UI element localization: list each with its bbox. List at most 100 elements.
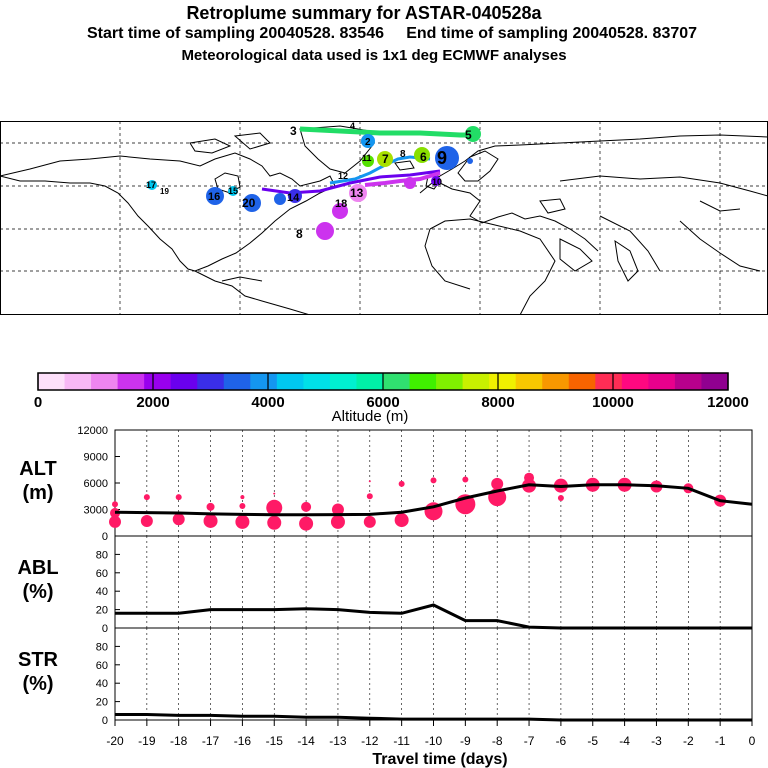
colorbar-label: Altitude (m) [332, 408, 409, 425]
y-tick-label: 9000 [84, 452, 108, 464]
colorbar-swatch [303, 373, 331, 390]
colorbar-swatch [674, 373, 702, 390]
plume-label: 6 [420, 150, 427, 164]
y-tick-label: 3000 [84, 505, 108, 517]
x-tick-label: -17 [202, 734, 220, 748]
plume-label: 12 [338, 171, 348, 181]
page-title: Retroplume summary for ASTAR-040528a [186, 3, 542, 23]
alt-scatter-point [172, 513, 185, 526]
x-tick-label: -13 [329, 734, 347, 748]
colorbar-swatch [595, 373, 623, 390]
alt-scatter-point [267, 515, 282, 530]
alt-series-line [114, 483, 753, 517]
alt-scatter-point [109, 515, 121, 528]
plume-label: 11 [362, 153, 372, 163]
plume-label: 14 [287, 192, 300, 204]
colorbar-swatch [701, 373, 729, 390]
plume-markers [147, 126, 481, 240]
x-tick-label: -6 [556, 734, 567, 748]
x-axis: -20 -19 -18 -17 -16 -15 -14 -13 -12 -11 -10 -9 -8 -7-… [106, 720, 756, 768]
colorbar-swatch [621, 373, 649, 390]
plume-label: 20 [242, 196, 256, 210]
x-tick-label: -3 [651, 734, 662, 748]
colorbar-tick-label: 2000 [136, 394, 169, 411]
colorbar-swatch [409, 373, 437, 390]
x-tick-label: -19 [138, 734, 156, 748]
colorbar-swatch [64, 373, 92, 390]
plume-label: 5 [465, 128, 472, 142]
colorbar-swatch [117, 373, 145, 390]
plume-label: 4 [350, 121, 355, 131]
x-tick-label: -1 [715, 734, 726, 748]
alt-scatter-point [491, 477, 504, 490]
x-tick-label: -16 [234, 734, 252, 748]
plume-label: 17 [146, 180, 156, 190]
plume-label: 7 [382, 152, 389, 166]
y-axis-label: (%) [22, 673, 53, 695]
colorbar-swatch [648, 373, 676, 390]
colorbar-swatch [223, 373, 251, 390]
colorbar-swatch [489, 373, 517, 390]
alt-scatter-point [330, 514, 345, 529]
met-data-note: Meteorological data used is 1x1 deg ECMW… [181, 47, 567, 64]
x-tick-label: -9 [460, 734, 471, 748]
alt-scatter-point [368, 480, 371, 483]
plume-label: 18 [335, 198, 347, 210]
plume-label: 15 [228, 186, 238, 196]
altitude-colorbar: 0 2000 4000 6000 8000 10000 12000 Altitude (m) [34, 372, 749, 425]
x-tick-label: -7 [524, 734, 535, 748]
colorbar-swatch [383, 373, 411, 390]
alt-scatter-point [430, 477, 437, 484]
alt-scatter-point [394, 513, 409, 528]
colorbar-swatch [250, 373, 278, 390]
alt-scatter-point [398, 480, 405, 487]
y-tick-label: 80 [96, 641, 108, 653]
colorbar-tick-label: 12000 [707, 394, 749, 411]
y-tick-label: 80 [96, 549, 108, 561]
y-tick-label: 20 [96, 605, 108, 617]
plume-label: 16 [208, 191, 220, 203]
end-time: End time of sampling 20040528. 83707 [406, 25, 698, 42]
y-axis-label: STR [18, 649, 59, 671]
colorbar-swatch [462, 373, 490, 390]
alt-scatter-point [301, 501, 312, 512]
x-tick-label: -10 [425, 734, 443, 748]
colorbar-swatch [436, 373, 464, 390]
alt-scatter-point [331, 503, 344, 516]
alt-scatter-point [140, 514, 153, 527]
colorbar-swatch [197, 373, 225, 390]
x-tick-label: -12 [361, 734, 379, 748]
start-time: Start time of sampling 20040528. 83546 [86, 25, 384, 42]
colorbar-swatch [276, 373, 304, 390]
alt-scatter-point [266, 499, 283, 516]
x-tick-label: -8 [492, 734, 503, 748]
colorbar-tick-label: 6000 [366, 394, 399, 411]
y-tick-label: 0 [102, 715, 108, 727]
x-tick-label: -11 [393, 734, 410, 748]
x-tick-label: -15 [266, 734, 284, 748]
y-tick-label: 60 [96, 660, 108, 672]
plume-map: 3 4 5 2 6 7 8 9 10 11 12 13 14 15 16 17 … [0, 121, 768, 315]
plume-label: 13 [350, 186, 364, 200]
y-tick-label: 40 [96, 678, 108, 690]
str-series-line [115, 713, 752, 722]
plume-labels: 3 4 5 2 6 7 8 9 10 11 12 13 14 15 16 17 … [146, 121, 472, 241]
x-tick-label: -18 [170, 734, 188, 748]
alt-scatter-point [299, 516, 314, 531]
colorbar-swatch [144, 373, 172, 390]
abl-panel: 0 20 40 60 80 ABL(%) [17, 535, 753, 635]
plume-label: 19 [160, 187, 169, 196]
y-tick-label: 12000 [77, 425, 108, 437]
alt-scatter-point [143, 494, 150, 501]
y-tick-label: 60 [96, 568, 108, 580]
x-tick-label: -20 [106, 734, 124, 748]
y-tick-label: 6000 [84, 478, 108, 490]
sampling-times: Start time of sampling 20040528. 83546 E… [8, 25, 768, 43]
plume-label: 2 [365, 137, 371, 148]
plume-label: 9 [437, 148, 447, 168]
alt-scatter-point [366, 493, 373, 500]
colorbar-swatch [515, 373, 543, 390]
alt-scatter-point [206, 502, 215, 511]
x-tick-label: 0 [749, 734, 756, 748]
plume-label: 10 [432, 177, 442, 187]
